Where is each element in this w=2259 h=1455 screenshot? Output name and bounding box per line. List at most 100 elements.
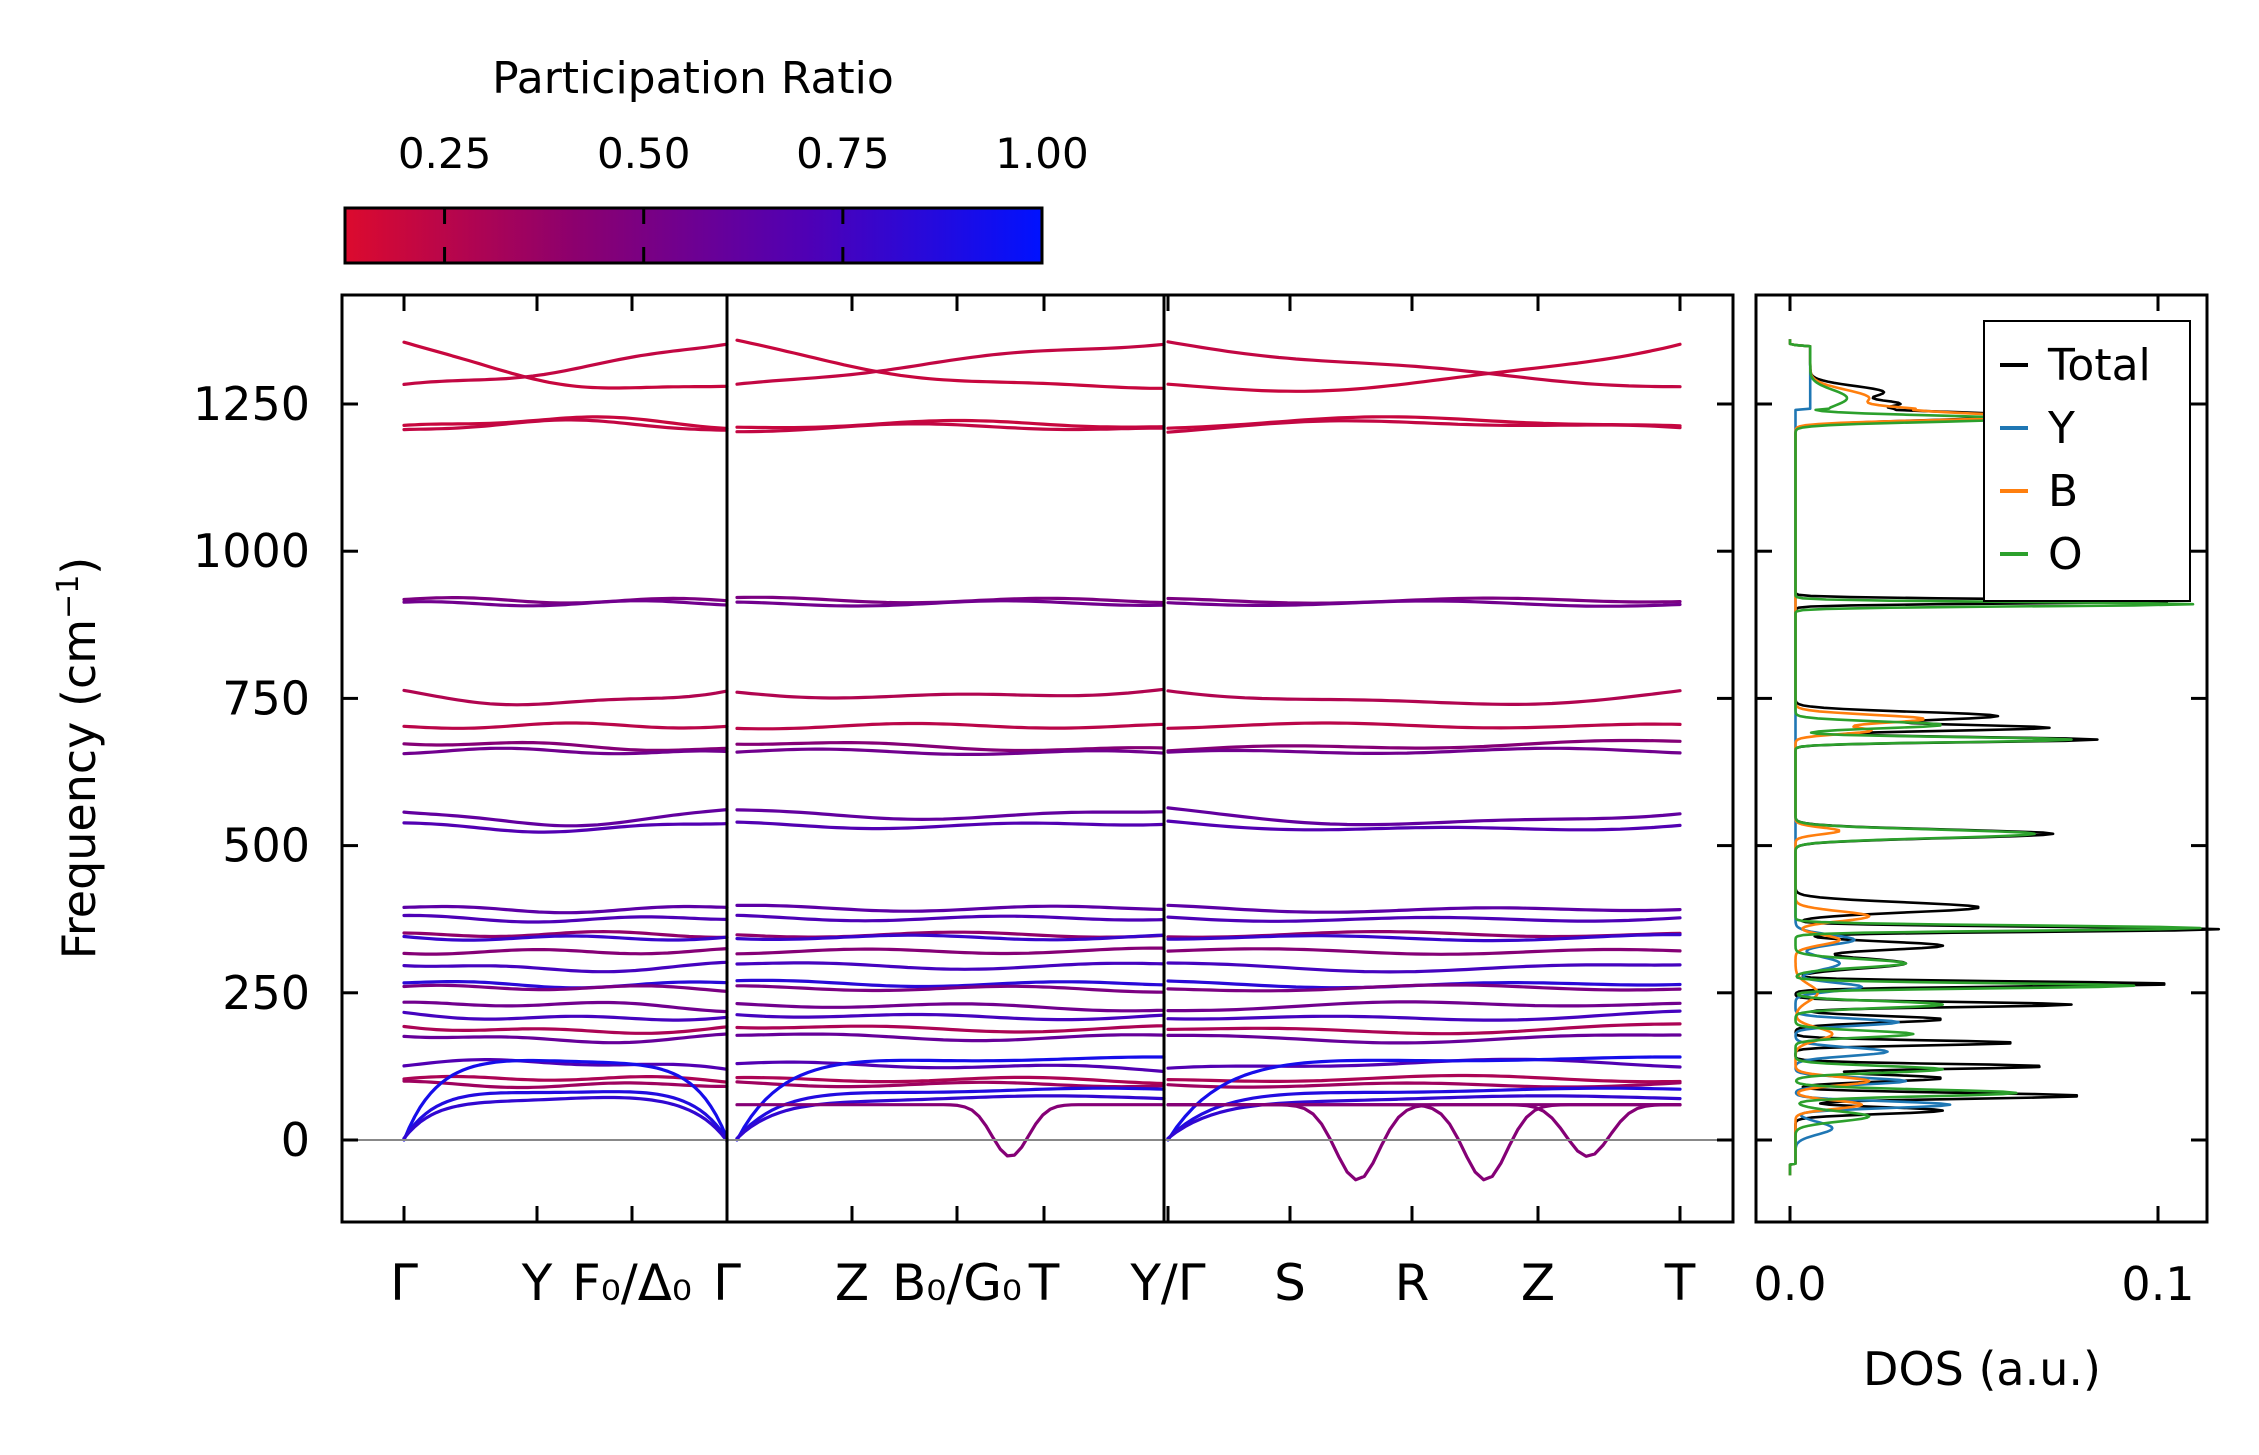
band-mid [735,820,1166,831]
band-low [735,961,1166,971]
dos-x-tick-label: 0.1 [2121,1257,2194,1311]
band-acoustic [402,1090,729,1141]
legend: Total YBO [1983,320,2191,602]
band-axes-frame [340,293,1735,1224]
dos-ticks: 0.0 0.1 [1753,295,2207,1311]
colorbar-tick-label: 0.25 [398,129,492,178]
colorbar: Participation Ratio 0.25 0.50 0.75 1.00 [343,53,1089,265]
band-low [1166,947,1682,956]
band-low [402,934,729,942]
band-high [402,418,729,432]
band-acoustic [402,1058,729,1142]
band-y-tick-label: 0 [281,1113,310,1167]
band-mid [402,808,729,828]
colorbar-tick-label: 0.50 [597,129,691,178]
band-mid [1166,819,1682,832]
band-low [402,1010,729,1022]
band-low [735,984,1166,994]
colorbar-title: Participation Ratio [492,53,894,104]
band-low [735,933,1166,942]
band-low [1166,1057,1682,1070]
dos-x-tick-label: 0.0 [1753,1257,1826,1311]
band-acoustic [1166,1086,1682,1141]
band-low [735,1012,1166,1022]
band-low [1166,1022,1682,1036]
band-y-tick-label: 1250 [193,377,310,431]
band-mid [402,821,729,834]
band-low [735,1032,1166,1043]
band-mid [735,599,1166,608]
band-low [735,1060,1166,1074]
band-mid [1166,746,1682,755]
band-low [402,930,729,939]
dos-lines [1788,339,2221,1176]
band-low [1166,915,1682,923]
band-low [1166,1073,1682,1084]
band-y-tick-label: 750 [222,671,310,725]
band-low [402,947,729,956]
band-y-tick-label: 250 [222,966,310,1020]
legend-label: Y [2047,403,2075,454]
colorbar-ticks: 0.25 0.50 0.75 1.00 [398,129,1089,263]
dos-x-axis-label: DOS (a.u.) [1863,1342,2101,1396]
band-high [402,340,729,390]
band-low [1166,1081,1682,1089]
band-mid [1166,599,1682,608]
band-acoustic [1166,1055,1682,1142]
band-mid [1166,689,1682,706]
colorbar-gradient [343,206,1044,265]
band-high [735,418,1166,430]
band-low [402,1079,729,1090]
band-low [402,1000,729,1014]
band-lines [402,338,1682,1182]
band-high [402,415,729,431]
dos-series-o [1788,339,2202,1176]
band-x-tick-label: R [1395,1254,1430,1312]
band-acoustic [735,1086,1166,1141]
band-acoustic [402,1095,729,1143]
band-low [1166,1033,1682,1045]
band-soft-mode [1166,1103,1682,1158]
band-low [1166,933,1682,943]
colorbar-tick-label: 0.75 [796,129,890,178]
band-acoustic [735,1094,1166,1140]
band-low [735,1024,1166,1034]
colorbar-tick-label: 1.00 [995,129,1089,178]
band-low [1166,903,1682,914]
band-low [1166,1000,1682,1013]
band-x-tick-label: Γ [390,1254,418,1312]
band-x-tick-label: B₀/G₀ [892,1254,1022,1312]
legend-label: B [2048,466,2078,517]
band-mid [1166,738,1682,753]
band-low [402,913,729,924]
band-low [402,1058,729,1071]
band-high [735,342,1166,386]
band-low [735,930,1166,939]
band-x-tick-label: F₀/Δ₀ [572,1254,692,1312]
band-low [1166,961,1682,974]
band-acoustic [735,1055,1166,1142]
band-mid [402,599,729,608]
band-mid [735,747,1166,756]
band-low [735,1002,1166,1013]
band-low [402,983,729,993]
band-high [735,422,1166,434]
band-low [402,960,729,974]
band-mid [402,688,729,707]
band-high [1166,342,1682,393]
band-mid [402,721,729,730]
band-mid [735,687,1166,700]
y-axis-label: Frequency (cm−1) [51,557,107,960]
legend-label: O [2048,529,2083,580]
band-mid [1166,721,1682,730]
band-low [735,1075,1166,1086]
band-low [735,903,1166,913]
band-low [735,946,1166,956]
band-low [735,978,1166,989]
band-mid [735,741,1166,753]
band-y-ticks: 0 250 500 750 1000 1250 [193,377,1733,1167]
band-x-tick-label: Z [1521,1254,1555,1312]
band-x-tick-label: Γ [713,1254,741,1312]
